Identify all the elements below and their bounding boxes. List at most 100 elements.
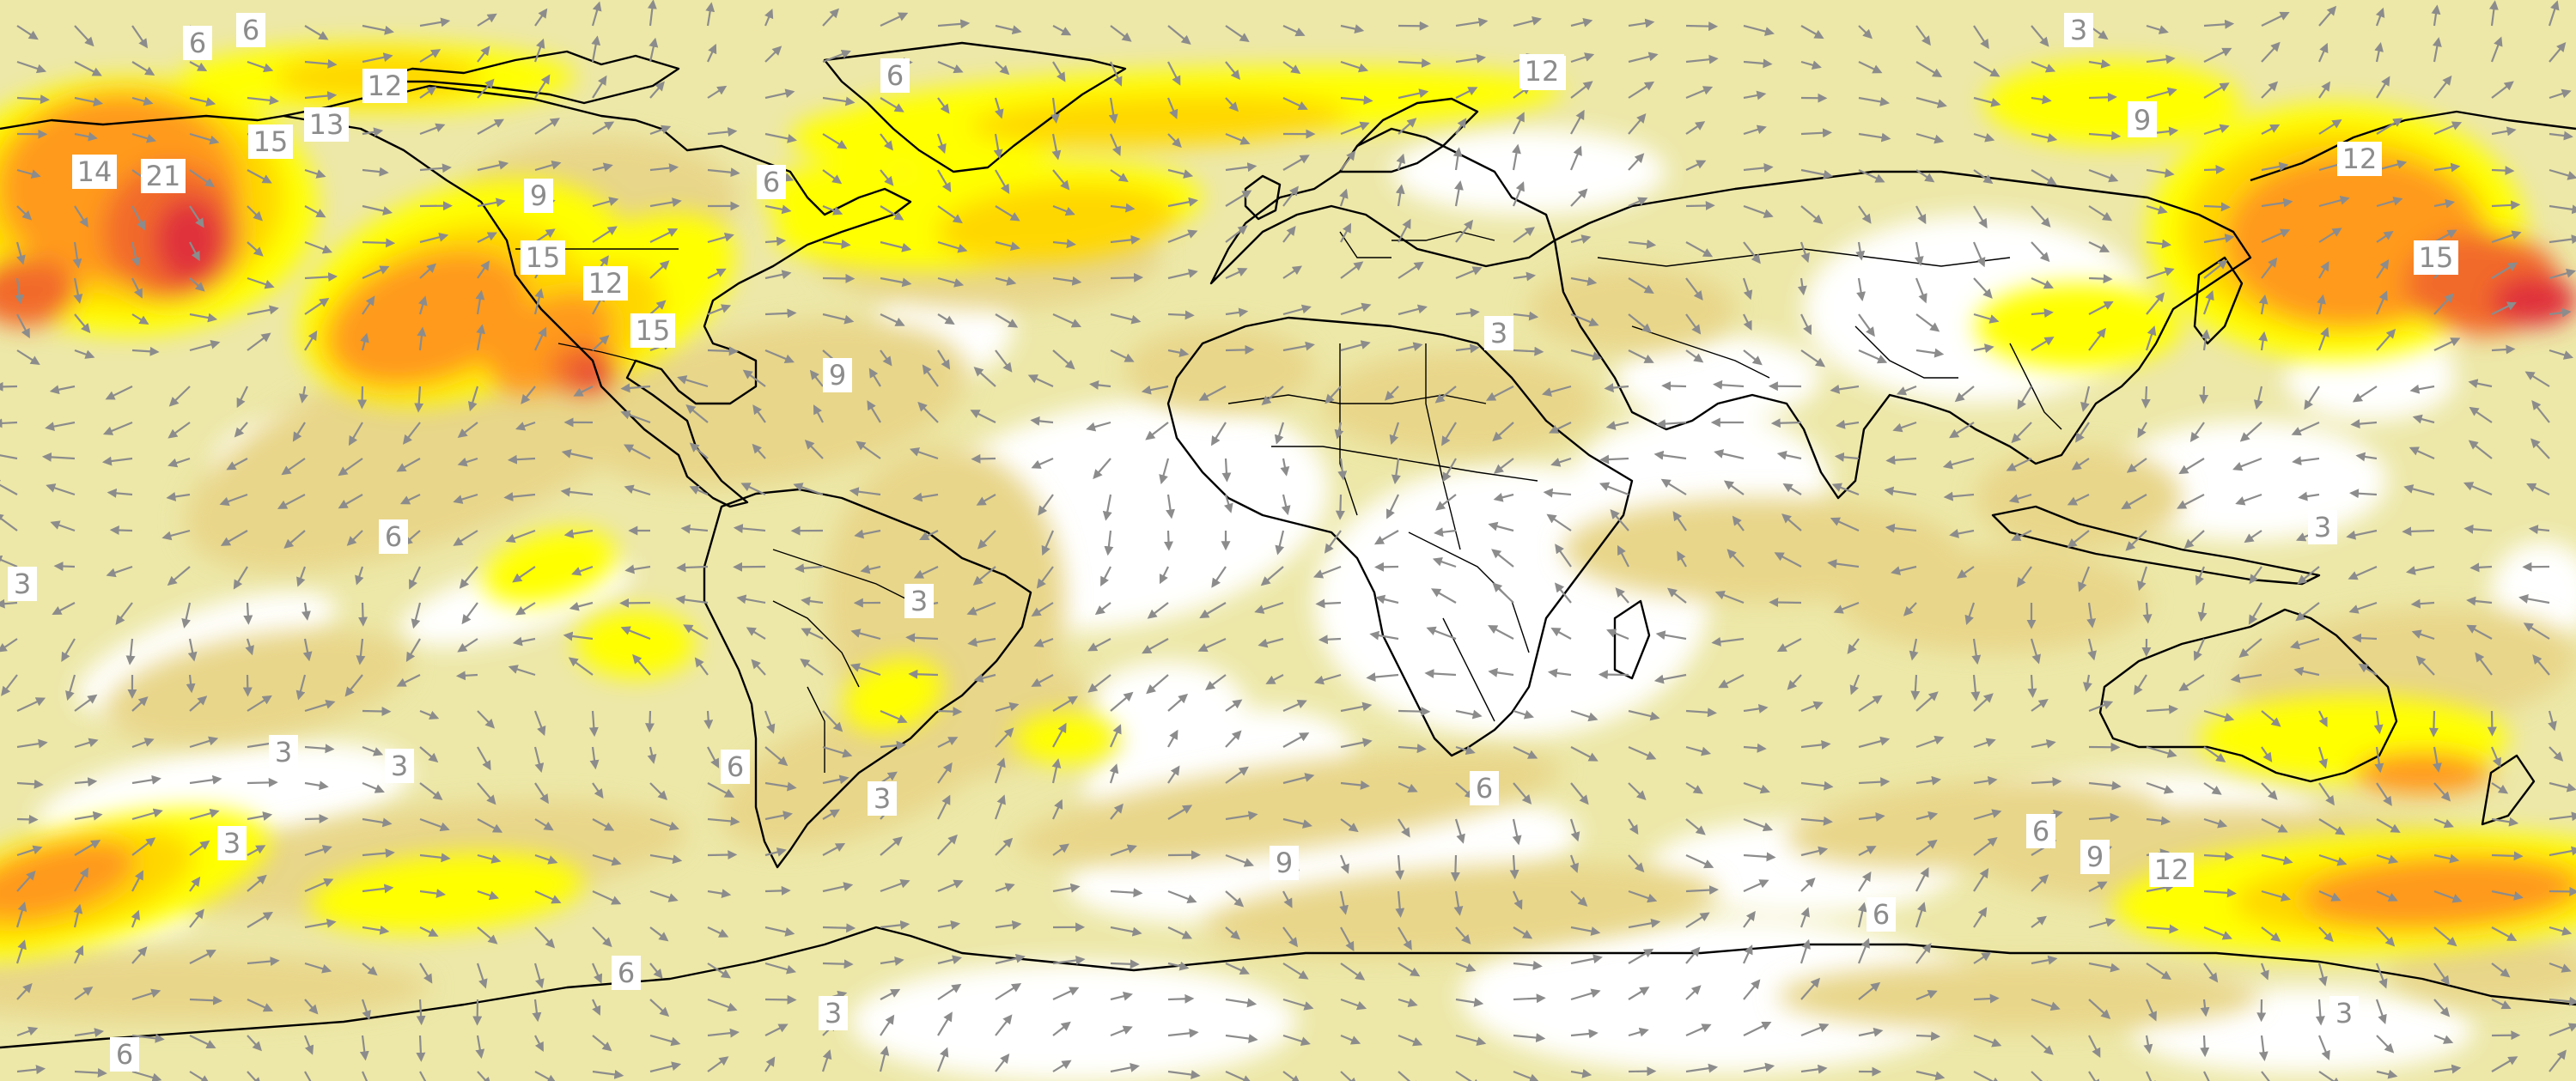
- wind-vector: [623, 444, 651, 459]
- jet-9-12: [1014, 713, 1117, 764]
- wind-vector: [1260, 566, 1284, 586]
- wind-vector: [822, 8, 839, 27]
- wind-vector: [1711, 636, 1745, 647]
- wind-vector: [966, 601, 996, 616]
- wind-vector: [1685, 277, 1703, 301]
- wind-vector: [1110, 169, 1129, 183]
- contour-label: 13: [304, 107, 349, 142]
- wind-vector: [2193, 638, 2206, 661]
- contour-label-text: 6: [2032, 815, 2049, 847]
- wind-vector: [2468, 440, 2493, 459]
- wind-vector: [850, 663, 881, 677]
- wind-vector: [1110, 959, 1140, 969]
- wind-vector: [1570, 17, 1593, 27]
- wind-vector: [1167, 197, 1199, 208]
- wind-vector: [1036, 566, 1054, 589]
- wind-vector: [2261, 197, 2293, 208]
- contour-label: 9: [1270, 846, 1299, 880]
- wind-vector: [1225, 190, 1252, 207]
- wind-vector: [1100, 566, 1111, 586]
- wind-vector: [2297, 566, 2320, 585]
- wind-vector: [2433, 229, 2457, 243]
- wind-vector: [1087, 638, 1111, 652]
- contour-label: 3: [819, 996, 848, 1030]
- wind-vector: [1570, 52, 1595, 64]
- wind-vector: [620, 383, 651, 393]
- wind-vector: [1858, 169, 1885, 183]
- wind-vector: [592, 782, 604, 799]
- jet-15-18: [330, 251, 529, 385]
- wind-vector: [2526, 483, 2550, 495]
- wind-vector: [2549, 307, 2572, 318]
- wind-vector: [1666, 587, 1687, 604]
- wind-vector: [283, 530, 306, 550]
- wind-vector: [2411, 629, 2435, 641]
- wind-vector: [477, 232, 497, 243]
- wind-vector: [189, 96, 216, 107]
- wind-vector: [1628, 153, 1645, 171]
- wind-vector: [1915, 1031, 1941, 1042]
- wind-vector: [1915, 61, 1943, 78]
- wind-vector: [880, 313, 905, 326]
- wind-vector: [1197, 637, 1227, 653]
- wind-vector: [2067, 494, 2090, 506]
- wind-vector: [1512, 143, 1521, 171]
- wind-vector: [2549, 746, 2564, 762]
- wind-vector: [534, 118, 560, 135]
- wind-vector: [1313, 673, 1342, 685]
- wind-vector: [2261, 11, 2290, 27]
- wind-vector: [919, 530, 939, 540]
- wind-vector: [1787, 674, 1802, 690]
- wind-vector: [1454, 180, 1464, 207]
- wind-vector: [189, 339, 221, 352]
- wind-vector: [2146, 745, 2177, 758]
- wind-vector: [905, 633, 939, 643]
- contour-label: 6: [612, 956, 641, 990]
- contour-label: 6: [183, 26, 212, 60]
- contour-label: 3: [1484, 316, 1513, 350]
- wind-vector: [1598, 670, 1629, 680]
- wind-vector: [2348, 601, 2378, 614]
- wind-vector: [2403, 484, 2435, 496]
- wind-vector: [1858, 132, 1891, 143]
- wind-vector: [534, 326, 547, 351]
- wind-vector: [707, 167, 740, 178]
- wind-vector: [295, 674, 307, 701]
- wind-vector: [1628, 277, 1654, 295]
- wind-vector: [589, 746, 600, 770]
- wind-vector: [1628, 782, 1647, 801]
- wind-vector: [822, 710, 843, 732]
- wind-vector: [1282, 265, 1303, 279]
- wind-vector: [1210, 422, 1227, 446]
- wind-vector: [362, 204, 393, 216]
- wind-vector: [1685, 21, 1719, 32]
- wind-vector: [247, 305, 279, 316]
- wind-vector: [995, 701, 1020, 713]
- wind-vector: [419, 17, 451, 27]
- wind-vector: [1109, 763, 1119, 784]
- wind-vector: [2201, 329, 2211, 351]
- wind-vector: [125, 638, 136, 665]
- wind-vector: [1827, 559, 1860, 569]
- wind-vector: [707, 782, 735, 798]
- wind-vector: [475, 289, 485, 315]
- contour-label: 21: [141, 159, 186, 193]
- wind-vector: [1858, 61, 1883, 74]
- contour-label-text: 9: [530, 179, 547, 212]
- wind-vector: [2261, 257, 2278, 279]
- wind-vector: [362, 707, 392, 717]
- wind-vector: [649, 81, 665, 99]
- coast-europe: [1209, 127, 1556, 285]
- wind-vector: [2531, 399, 2550, 423]
- wind-vector: [304, 700, 336, 713]
- wind-vector: [2031, 241, 2050, 263]
- wind-vector: [973, 673, 996, 683]
- wind-vector: [2253, 386, 2263, 410]
- wind-vector: [2031, 132, 2058, 143]
- wind-vector: [2490, 746, 2501, 768]
- wind-vector: [1337, 458, 1348, 481]
- wind-vector: [1110, 234, 1141, 245]
- wind-vector: [647, 746, 657, 764]
- wind-vector: [937, 169, 952, 192]
- wind-vector: [1225, 267, 1248, 280]
